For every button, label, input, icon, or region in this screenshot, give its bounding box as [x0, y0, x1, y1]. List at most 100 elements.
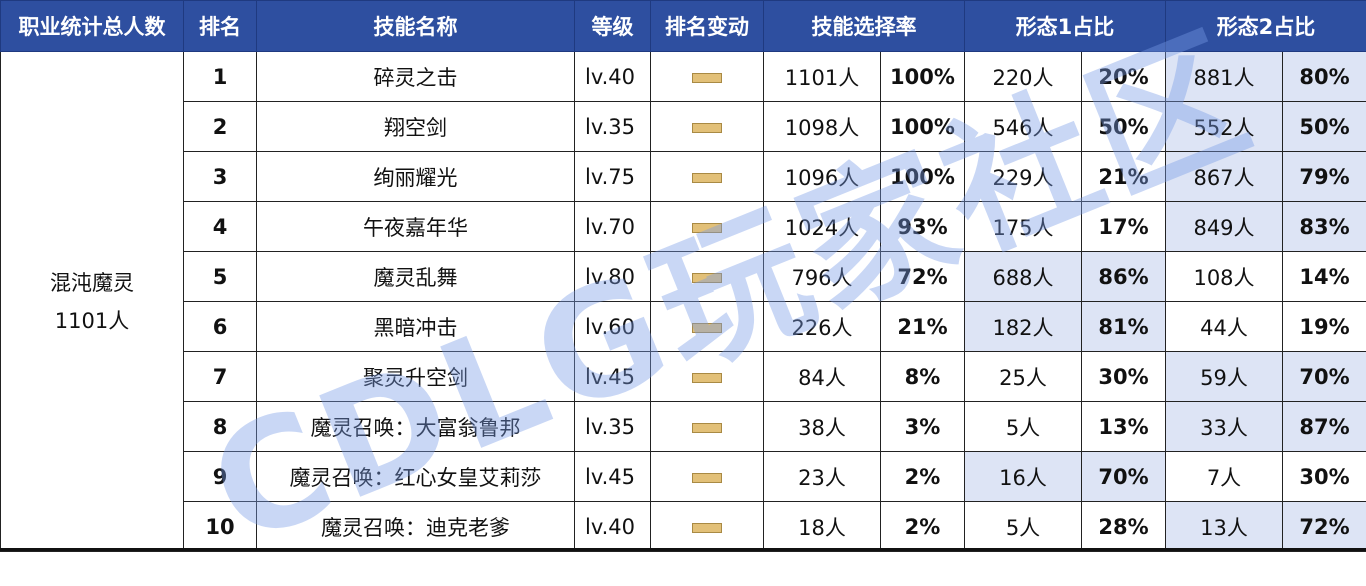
- rank-cell: 9: [184, 452, 257, 502]
- form1-count-cell: 546人: [965, 102, 1082, 152]
- skill-name-cell: 聚灵升空剑: [257, 352, 575, 402]
- rank-unchanged-icon: [692, 523, 722, 533]
- skill-name-cell: 魔灵召唤：大富翁鲁邦: [257, 402, 575, 452]
- select-rate-cell: 21%: [881, 302, 965, 352]
- rank-unchanged-icon: [692, 323, 722, 333]
- select-count-cell: 18人: [764, 502, 881, 552]
- form2-count-cell: 867人: [1166, 152, 1283, 202]
- level-cell: lv.80: [575, 252, 651, 302]
- form1-count-cell: 182人: [965, 302, 1082, 352]
- select-rate-cell: 100%: [881, 52, 965, 102]
- form2-rate-cell: 72%: [1283, 502, 1366, 552]
- skill-name-cell: 碎灵之击: [257, 52, 575, 102]
- select-count-cell: 1101人: [764, 52, 881, 102]
- skill-name-cell: 翔空剑: [257, 102, 575, 152]
- skill-name-cell: 魔灵乱舞: [257, 252, 575, 302]
- level-cell: lv.40: [575, 502, 651, 552]
- rank-cell: 10: [184, 502, 257, 552]
- rank-unchanged-icon: [692, 123, 722, 133]
- level-cell: lv.45: [575, 452, 651, 502]
- header-job: 职业统计总人数: [1, 1, 184, 52]
- rank-cell: 8: [184, 402, 257, 452]
- form1-count-cell: 5人: [965, 502, 1082, 552]
- rank-cell: 6: [184, 302, 257, 352]
- header-level: 等级: [575, 1, 651, 52]
- select-count-cell: 226人: [764, 302, 881, 352]
- level-cell: lv.35: [575, 102, 651, 152]
- rank-cell: 2: [184, 102, 257, 152]
- form2-count-cell: 108人: [1166, 252, 1283, 302]
- select-count-cell: 1096人: [764, 152, 881, 202]
- select-rate-cell: 2%: [881, 452, 965, 502]
- header-form2: 形态2占比: [1166, 1, 1366, 52]
- form2-count-cell: 44人: [1166, 302, 1283, 352]
- rank-unchanged-icon: [692, 423, 722, 433]
- form2-count-cell: 552人: [1166, 102, 1283, 152]
- job-name: 混沌魔灵: [1, 264, 183, 302]
- job-total: 1101人: [1, 302, 183, 340]
- change-cell: [651, 302, 764, 352]
- form2-rate-cell: 80%: [1283, 52, 1366, 102]
- form2-count-cell: 33人: [1166, 402, 1283, 452]
- form2-rate-cell: 79%: [1283, 152, 1366, 202]
- rank-unchanged-icon: [692, 373, 722, 383]
- form2-count-cell: 13人: [1166, 502, 1283, 552]
- form1-rate-cell: 20%: [1082, 52, 1166, 102]
- level-cell: lv.70: [575, 202, 651, 252]
- header-skill: 技能名称: [257, 1, 575, 52]
- change-cell: [651, 152, 764, 202]
- level-cell: lv.75: [575, 152, 651, 202]
- form2-rate-cell: 30%: [1283, 452, 1366, 502]
- form1-count-cell: 175人: [965, 202, 1082, 252]
- form1-rate-cell: 81%: [1082, 302, 1166, 352]
- skill-ranking-table: 职业统计总人数 排名 技能名称 等级 排名变动 技能选择率 形态1占比 形态2占…: [0, 0, 1366, 552]
- header-form1: 形态1占比: [965, 1, 1166, 52]
- form2-rate-cell: 70%: [1283, 352, 1366, 402]
- form2-rate-cell: 83%: [1283, 202, 1366, 252]
- header-rank: 排名: [184, 1, 257, 52]
- change-cell: [651, 452, 764, 502]
- change-cell: [651, 252, 764, 302]
- select-rate-cell: 93%: [881, 202, 965, 252]
- rank-cell: 3: [184, 152, 257, 202]
- select-rate-cell: 8%: [881, 352, 965, 402]
- change-cell: [651, 202, 764, 252]
- select-rate-cell: 72%: [881, 252, 965, 302]
- form1-count-cell: 229人: [965, 152, 1082, 202]
- form1-count-cell: 688人: [965, 252, 1082, 302]
- rank-cell: 1: [184, 52, 257, 102]
- level-cell: lv.40: [575, 52, 651, 102]
- header-change: 排名变动: [651, 1, 764, 52]
- form1-rate-cell: 21%: [1082, 152, 1166, 202]
- select-count-cell: 1024人: [764, 202, 881, 252]
- header-select-rate: 技能选择率: [764, 1, 965, 52]
- form1-count-cell: 5人: [965, 402, 1082, 452]
- form2-count-cell: 59人: [1166, 352, 1283, 402]
- rank-cell: 5: [184, 252, 257, 302]
- select-rate-cell: 100%: [881, 152, 965, 202]
- form2-rate-cell: 19%: [1283, 302, 1366, 352]
- rank-unchanged-icon: [692, 273, 722, 283]
- form1-count-cell: 25人: [965, 352, 1082, 402]
- rank-unchanged-icon: [692, 73, 722, 83]
- skill-name-cell: 魔灵召唤：迪克老爹: [257, 502, 575, 552]
- level-cell: lv.60: [575, 302, 651, 352]
- skill-name-cell: 绚丽耀光: [257, 152, 575, 202]
- select-rate-cell: 100%: [881, 102, 965, 152]
- form2-rate-cell: 50%: [1283, 102, 1366, 152]
- form1-rate-cell: 70%: [1082, 452, 1166, 502]
- select-count-cell: 84人: [764, 352, 881, 402]
- form2-rate-cell: 14%: [1283, 252, 1366, 302]
- form1-count-cell: 16人: [965, 452, 1082, 502]
